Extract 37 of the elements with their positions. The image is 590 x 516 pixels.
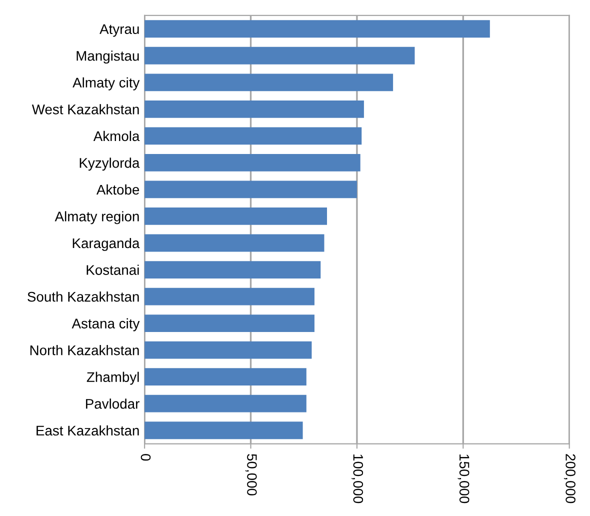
y-tick-label: West Kazakhstan xyxy=(32,104,139,114)
y-tick-label: Mangistau xyxy=(76,50,139,64)
bar xyxy=(144,208,327,225)
bar xyxy=(144,314,314,332)
bar xyxy=(144,74,394,92)
y-tick-label: Atyrau xyxy=(100,24,139,37)
bar xyxy=(144,20,490,38)
x-tick-label: 200,000 xyxy=(564,454,576,504)
bar xyxy=(144,261,321,278)
bar xyxy=(144,100,364,118)
bar xyxy=(144,46,415,64)
y-tick-label: Karaganda xyxy=(72,238,140,251)
y-tick-label: East Kazakhstan xyxy=(36,425,139,436)
y-tick-label: Aktobe xyxy=(96,184,140,195)
y-tick-label: Kostanai xyxy=(86,264,139,275)
bar xyxy=(144,154,360,172)
bar xyxy=(144,368,306,386)
bar xyxy=(144,394,306,412)
bar xyxy=(144,127,362,145)
x-tick-label: 100,000 xyxy=(352,454,364,504)
y-tick-label: Almaty region xyxy=(54,211,139,224)
x-tick-label: 0 xyxy=(140,454,151,461)
x-tick-label: 50,000 xyxy=(245,454,257,496)
y-tick-label: Kyzylorda xyxy=(80,158,140,171)
y-tick-label: Astana city xyxy=(72,318,140,332)
y-tick-label: Zhambyl xyxy=(86,372,139,385)
x-tick-label: 150,000 xyxy=(458,454,470,504)
y-tick-label: North Kazakhstan xyxy=(30,345,139,356)
y-tick-label: Pavlodar xyxy=(86,398,140,409)
bar xyxy=(144,180,357,198)
y-tick-label: Almaty city xyxy=(72,77,140,90)
bar xyxy=(144,422,303,440)
bar xyxy=(144,288,314,306)
y-tick-label: South Kazakhstan xyxy=(28,292,139,302)
y-tick-label: Akmola xyxy=(93,130,140,142)
bar xyxy=(144,341,312,359)
bar xyxy=(144,234,324,252)
